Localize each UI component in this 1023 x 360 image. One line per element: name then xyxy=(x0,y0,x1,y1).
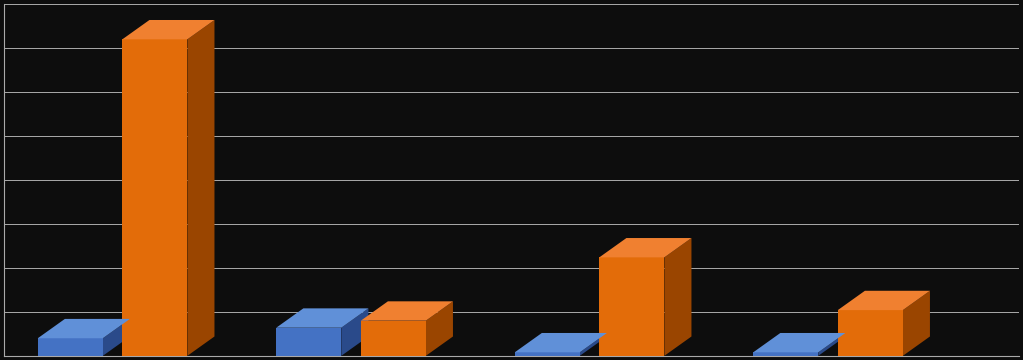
Polygon shape xyxy=(580,333,607,356)
Bar xyxy=(123,39,187,356)
Bar xyxy=(515,352,580,356)
Polygon shape xyxy=(753,333,845,352)
Bar xyxy=(276,328,342,356)
Polygon shape xyxy=(903,291,930,356)
Polygon shape xyxy=(38,319,130,338)
Polygon shape xyxy=(123,20,215,39)
Polygon shape xyxy=(664,238,692,356)
Polygon shape xyxy=(818,333,845,356)
Polygon shape xyxy=(838,291,930,310)
Polygon shape xyxy=(426,301,453,356)
Polygon shape xyxy=(276,309,368,328)
Bar xyxy=(838,310,903,356)
Bar xyxy=(753,352,818,356)
Bar xyxy=(38,338,103,356)
Polygon shape xyxy=(103,319,130,356)
Polygon shape xyxy=(361,301,453,321)
Polygon shape xyxy=(342,309,368,356)
Polygon shape xyxy=(599,238,692,257)
Bar xyxy=(599,257,664,356)
Polygon shape xyxy=(515,333,607,352)
Polygon shape xyxy=(187,20,215,356)
Bar xyxy=(361,321,426,356)
